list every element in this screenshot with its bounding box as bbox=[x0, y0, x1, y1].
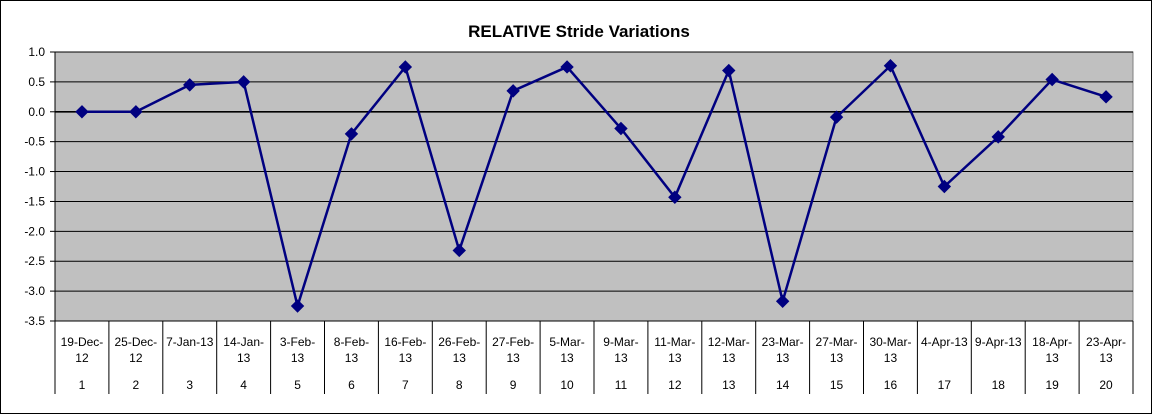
x-tick-index-label: 15 bbox=[830, 378, 844, 392]
x-tick-index-label: 6 bbox=[348, 378, 355, 392]
x-tick-index-label: 9 bbox=[510, 378, 517, 392]
y-tick-label: 0.5 bbox=[28, 75, 45, 89]
series-line bbox=[81, 63, 1107, 311]
data-point-marker bbox=[614, 121, 628, 136]
x-tick-index-label: 11 bbox=[615, 378, 628, 392]
x-tick-date-label: 11-Mar- bbox=[654, 335, 695, 349]
chart-title: RELATIVE Stride Variations bbox=[468, 22, 690, 41]
x-tick-index-label: 1 bbox=[79, 378, 86, 392]
x-tick-date-label: 16-Feb- bbox=[384, 335, 426, 349]
data-point-marker bbox=[722, 63, 736, 78]
x-tick-index-label: 18 bbox=[992, 378, 1006, 392]
x-tick-date-label-line2: 13 bbox=[776, 351, 790, 365]
x-tick-date-label: 4-Apr-13 bbox=[921, 335, 968, 349]
y-tick-label: 1.0 bbox=[28, 45, 45, 59]
x-tick-date-label: 30-Mar- bbox=[869, 335, 911, 349]
x-tick-index-label: 19 bbox=[1045, 378, 1059, 392]
x-tick-date-label-line2: 12 bbox=[129, 351, 143, 365]
y-tick-label: -1.5 bbox=[24, 194, 45, 208]
x-tick-date-label: 18-Apr- bbox=[1032, 335, 1072, 349]
x-tick-index-label: 3 bbox=[186, 378, 193, 392]
x-tick-date-label-line2: 13 bbox=[1099, 351, 1113, 365]
x-tick-date-label-line2: 13 bbox=[291, 351, 305, 365]
data-point-marker bbox=[883, 59, 898, 73]
x-tick-date-label: 26-Feb- bbox=[438, 335, 480, 349]
data-point-marker bbox=[829, 110, 844, 124]
data-point-marker bbox=[937, 179, 952, 194]
x-tick-index-label: 14 bbox=[776, 378, 790, 392]
x-tick-date-label: 9-Apr-13 bbox=[975, 335, 1022, 349]
x-tick-date-label-line2: 13 bbox=[884, 351, 898, 365]
x-tick-date-label: 14-Jan- bbox=[223, 335, 264, 349]
x-tick-date-label: 23-Apr- bbox=[1086, 335, 1126, 349]
y-tick-label: -2.5 bbox=[24, 254, 45, 268]
x-tick-date-label-line2: 13 bbox=[614, 351, 628, 365]
data-point-marker bbox=[991, 130, 1005, 144]
x-tick-date-label: 27-Mar- bbox=[816, 335, 858, 349]
data-point-marker bbox=[560, 60, 574, 74]
data-point-marker bbox=[129, 105, 143, 119]
x-tick-date-label: 25-Dec- bbox=[115, 335, 158, 349]
x-tick-date-label-line2: 13 bbox=[668, 351, 682, 365]
x-tick-date-label: 5-Mar- bbox=[549, 335, 584, 349]
x-tick-date-label: 12-Mar- bbox=[708, 335, 750, 349]
y-tick-label: -0.5 bbox=[24, 135, 45, 149]
x-tick-date-label-line2: 13 bbox=[345, 351, 359, 365]
data-point-marker bbox=[452, 243, 466, 258]
series-layer bbox=[75, 59, 1113, 313]
data-point-marker bbox=[75, 105, 89, 119]
x-tick-date-label: 8-Feb- bbox=[334, 335, 369, 349]
x-tick-date-label-line2: 12 bbox=[75, 351, 89, 365]
axes bbox=[50, 51, 1134, 394]
data-point-marker bbox=[183, 78, 197, 92]
y-tick-label: -1.0 bbox=[24, 165, 45, 179]
data-point-marker bbox=[344, 127, 359, 141]
y-tick-label: -3.5 bbox=[24, 314, 45, 328]
data-point-marker bbox=[398, 60, 413, 74]
x-tick-index-label: 12 bbox=[668, 378, 682, 392]
x-tick-index-label: 5 bbox=[294, 378, 301, 392]
x-tick-index-label: 8 bbox=[456, 378, 463, 392]
x-tick-date-label: 19-Dec- bbox=[61, 335, 104, 349]
data-point-marker bbox=[290, 299, 305, 313]
x-tick-date-label-line2: 13 bbox=[1045, 351, 1059, 365]
x-tick-index-label: 7 bbox=[402, 378, 409, 392]
x-axis-tick-labels: 19-Dec- 12 1 25-Dec- 12 2 7-Jan-13 3 14-Jan- 13 4 3… bbox=[61, 335, 1126, 392]
x-tick-date-label-line2: 13 bbox=[237, 351, 251, 365]
x-tick-date-label: 9-Mar- bbox=[603, 335, 638, 349]
x-tick-date-label-line2: 13 bbox=[506, 351, 520, 365]
x-tick-index-label: 10 bbox=[560, 378, 574, 392]
data-point-marker bbox=[668, 190, 682, 204]
y-tick-label: 0.0 bbox=[28, 105, 45, 119]
x-tick-date-label-line2: 13 bbox=[830, 351, 844, 365]
x-tick-index-label: 4 bbox=[240, 378, 247, 392]
x-tick-index-label: 20 bbox=[1099, 378, 1113, 392]
data-point-marker bbox=[775, 294, 790, 308]
x-tick-index-label: 13 bbox=[722, 378, 736, 392]
x-tick-date-label-line2: 13 bbox=[453, 351, 467, 365]
plot-area bbox=[54, 51, 1134, 322]
y-axis-tick-labels: 1.0 0.5 0.0 -0.5 -1.0 -1.5 -2.0 -2.5 -3.0 -3.5 bbox=[24, 45, 45, 328]
x-tick-index-label: 17 bbox=[938, 378, 952, 392]
x-tick-date-label: 3-Feb- bbox=[280, 335, 315, 349]
x-tick-index-label: 2 bbox=[133, 378, 140, 392]
x-tick-date-label-line2: 13 bbox=[560, 351, 574, 365]
x-tick-date-label: 7-Jan-13 bbox=[166, 335, 214, 349]
y-tick-label: -2.0 bbox=[24, 224, 45, 238]
y-tick-label: -3.0 bbox=[24, 284, 45, 298]
x-tick-date-label: 27-Feb- bbox=[492, 335, 534, 349]
x-tick-date-label-line2: 13 bbox=[722, 351, 736, 365]
data-point-marker bbox=[1045, 72, 1059, 87]
x-tick-date-label-line2: 13 bbox=[399, 351, 413, 365]
data-point-marker bbox=[1099, 90, 1113, 104]
x-tick-date-label: 23-Mar- bbox=[762, 335, 804, 349]
data-point-marker bbox=[236, 75, 251, 89]
x-tick-index-label: 16 bbox=[884, 378, 898, 392]
data-point-marker bbox=[506, 84, 520, 98]
